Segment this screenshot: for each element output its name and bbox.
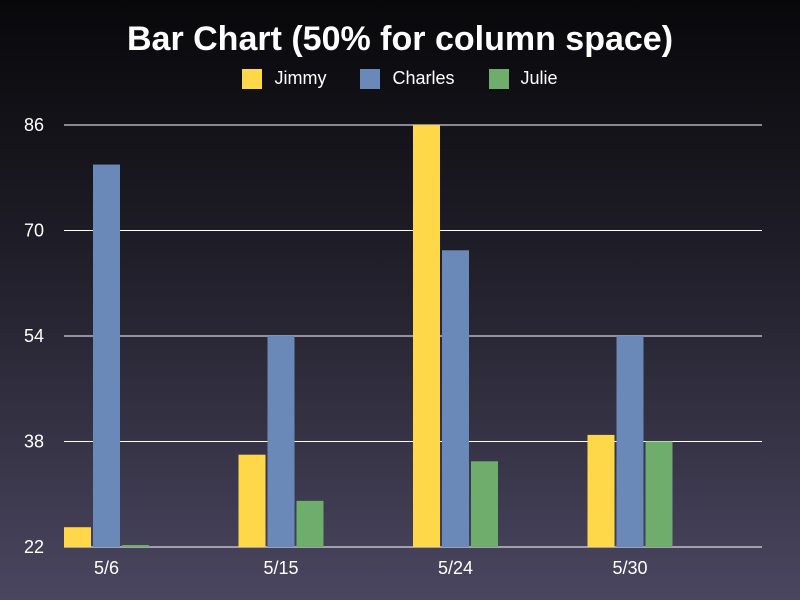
bar-jimmy [238,454,266,547]
bar-jimmy [587,434,615,547]
x-tick-label: 5/6 [94,558,119,578]
bar-charles [442,250,469,547]
legend-label-julie: Julie [520,68,558,88]
legend-item-charles: Charles [360,68,455,89]
bar-jimmy [413,125,440,547]
bar-charles [93,164,120,547]
legend: Jimmy Charles Julie [0,68,800,89]
legend-item-julie: Julie [488,68,558,89]
y-tick-label: 54 [24,326,44,346]
legend-swatch-jimmy [242,68,263,89]
chart-title: Bar Chart (50% for column space) [126,20,674,58]
bar-jimmy [64,527,91,547]
bar-julie [471,461,498,547]
x-tick-label: 5/30 [612,558,647,578]
legend-swatch-charles [360,68,381,89]
bar-charles [267,336,295,547]
legend-item-jimmy: Jimmy [242,68,326,89]
bar-julie [645,441,673,547]
y-tick-label: 38 [24,432,44,452]
legend-swatch-julie [488,68,509,89]
y-tick-label: 86 [24,115,44,135]
legend-label-charles: Charles [392,68,455,88]
x-tick-label: 5/15 [263,558,298,578]
bar-charles [616,336,644,547]
x-tick-label: 5/24 [438,558,473,578]
legend-label-jimmy: Jimmy [274,68,327,88]
y-tick-label: 70 [24,221,44,241]
y-tick-label: 22 [24,537,44,557]
bar-julie [296,500,324,547]
bar-julie [122,545,149,547]
